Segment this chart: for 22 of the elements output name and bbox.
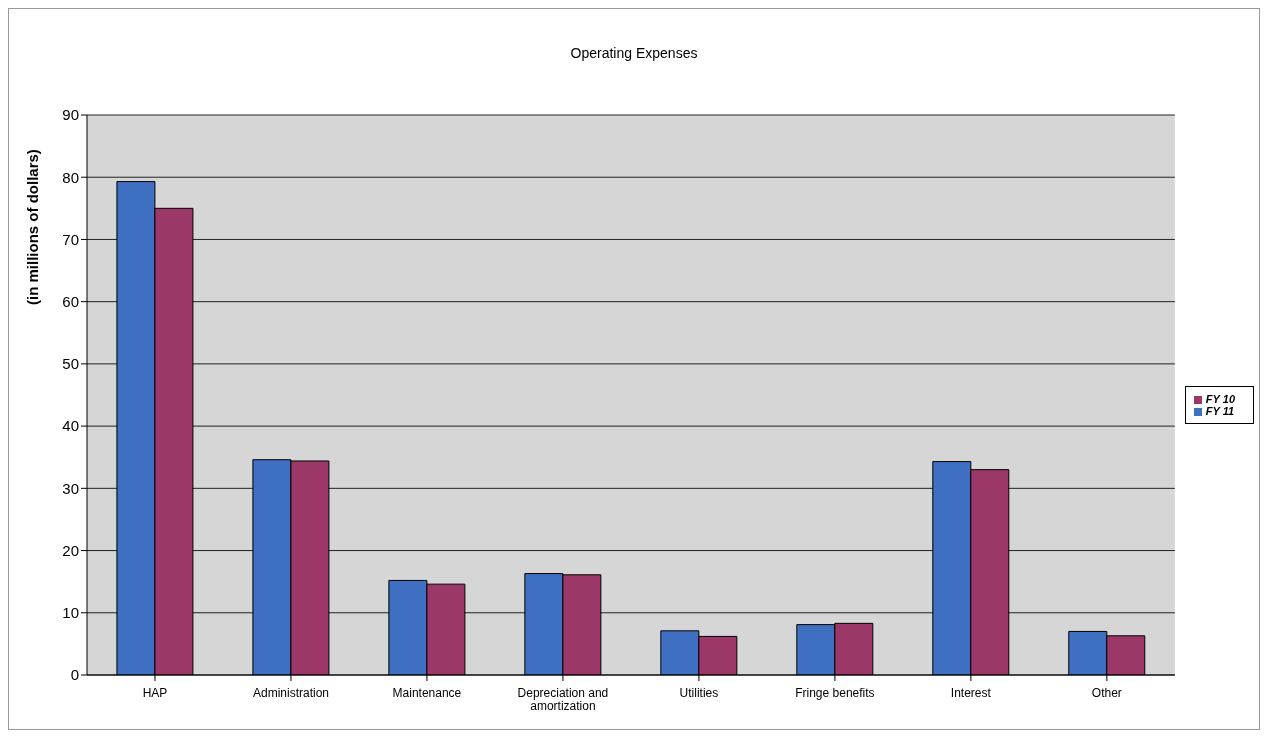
x-tick-label: Other: [1091, 686, 1122, 700]
y-tick-label: 0: [70, 666, 79, 684]
x-tick-label: Depreciation and amortization: [517, 686, 609, 713]
y-axis-title: (in millions of dollars): [24, 149, 42, 305]
y-tick-label: 10: [62, 604, 79, 622]
y-tick-label: 60: [62, 292, 79, 310]
y-tick-label: 50: [62, 355, 79, 373]
x-tick-label: Fringe benefits: [795, 686, 875, 700]
legend-label: FY 10: [1205, 393, 1235, 405]
chart-title: Operating Expenses: [569, 44, 699, 63]
y-tick-label: 80: [62, 168, 79, 186]
y-tick-label: 90: [62, 106, 79, 124]
x-tick-label: Maintenance: [392, 686, 462, 700]
x-tick-label: HAP: [142, 686, 168, 700]
x-tick-label: Administration: [252, 686, 329, 700]
x-tick-label: Interest: [950, 686, 992, 700]
y-tick-label: 30: [62, 479, 79, 497]
y-tick-label: 70: [62, 230, 79, 248]
y-tick-label: 40: [62, 417, 79, 435]
legend-label: FY 11: [1205, 405, 1235, 417]
x-tick-label: Utilities: [679, 686, 719, 700]
y-tick-label: 20: [62, 541, 79, 559]
